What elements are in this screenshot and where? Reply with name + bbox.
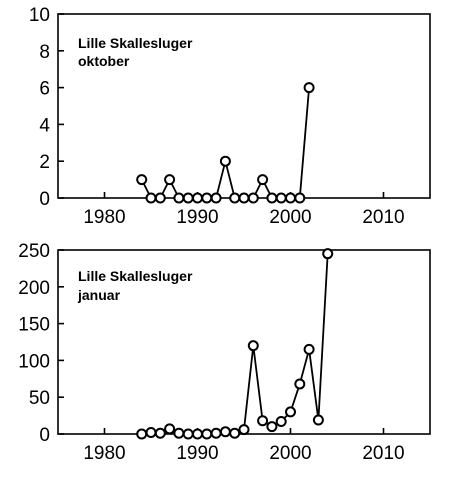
y-axis: 0 50 100 150 200 250 [18,241,64,446]
data-point [154,192,166,204]
y-tick-label: 0 [39,189,50,210]
data-point [219,426,231,438]
data-point [275,192,287,204]
data-point [275,415,287,427]
data-point [182,428,194,440]
x-axis: 1980 1990 2000 2010 [83,192,405,228]
data-point [192,192,203,204]
data-point [285,406,296,418]
data-point [247,340,259,352]
data-point [136,428,148,440]
data-point [266,421,278,433]
data-point [192,428,203,440]
y-tick-label: 6 [39,79,50,100]
chart-subtitle: oktober [78,53,130,69]
x-tick-label: 2010 [362,443,404,464]
chart-title: Lille Skallesluger [78,268,193,284]
data-point [294,378,306,390]
data-point [201,428,213,440]
x-tick-label: 1990 [176,443,218,464]
data-point [238,424,250,436]
x-axis: 1980 1990 2000 2010 [83,428,405,464]
data-point [210,192,222,204]
data-series [136,82,315,204]
y-tick-label: 10 [29,5,50,26]
data-point [247,192,259,204]
y-tick-label: 8 [39,42,50,63]
data-point [294,192,306,204]
y-tick-label: 4 [39,115,50,136]
y-tick-label: 2 [39,152,50,173]
chart-title: Lille Skallesluger [78,35,193,51]
x-tick-label: 1990 [176,207,218,228]
data-point [257,415,269,427]
x-tick-label: 2010 [362,207,404,228]
data-point [145,427,157,439]
data-point [266,192,278,204]
x-tick-label: 1980 [83,207,125,228]
x-tick-label: 2000 [269,207,311,228]
y-tick-label: 200 [18,278,50,299]
data-point [303,343,315,355]
data-point [182,192,194,204]
data-point [257,174,269,186]
data-point [229,192,241,204]
x-tick-label: 1980 [83,443,125,464]
y-tick-label: 0 [39,425,50,446]
chart-subtitle: januar [77,287,121,303]
chart-januar: Lille Skallesluger januar 0 50 100 150 200 25… [18,241,431,464]
data-point [322,248,334,260]
data-point [303,82,315,94]
data-point [136,174,148,186]
data-point [201,192,213,204]
y-tick-label: 50 [29,388,50,409]
data-point [219,155,231,167]
data-point [145,192,157,204]
data-point [173,427,185,439]
y-axis: 0 2 4 6 8 10 [29,5,64,210]
y-tick-label: 250 [18,241,50,262]
data-point [154,427,166,439]
data-series [136,248,334,440]
data-point [238,192,250,204]
data-point [210,427,222,439]
data-point [229,427,241,439]
x-tick-label: 2000 [269,443,311,464]
data-point [312,414,324,426]
y-tick-label: 150 [18,315,50,336]
data-point [164,423,176,435]
y-tick-label: 100 [18,351,50,372]
data-point [285,192,296,204]
data-point [173,192,185,204]
data-point [164,174,176,186]
